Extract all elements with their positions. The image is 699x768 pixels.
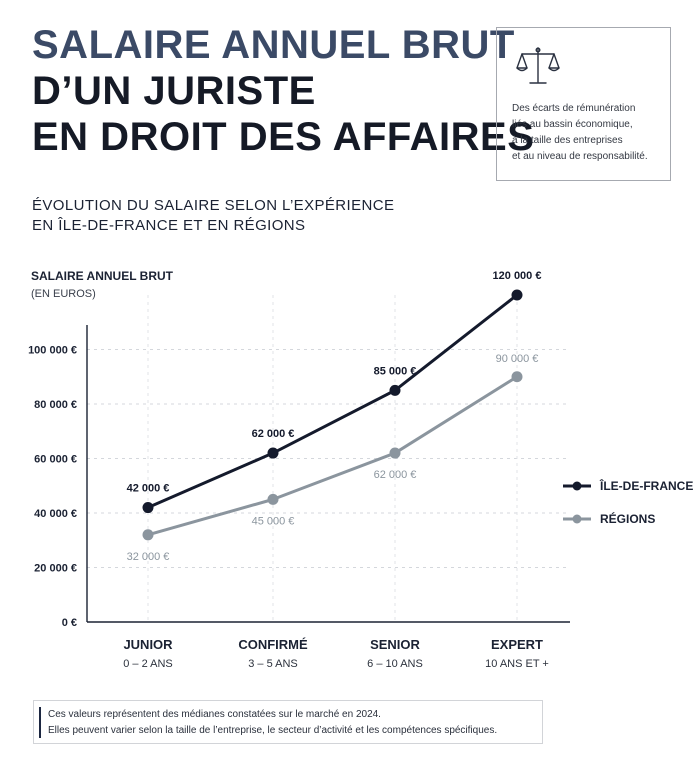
data-point — [389, 447, 401, 459]
chart-title: SALAIRE ANNUEL BRUT D’UN JURISTE EN DROI… — [32, 22, 534, 160]
footnote-line-1: Ces valeurs représentent des médianes co… — [48, 709, 381, 720]
footnote-text: Ces valeurs représentent des médianes co… — [48, 707, 497, 739]
data-point — [267, 493, 279, 505]
x-tick-label: JUNIOR — [123, 637, 173, 652]
x-tick-label: EXPERT — [491, 637, 543, 652]
info-box: Des écarts de rémunération liés au bassi… — [496, 27, 671, 181]
x-tick-sublabel: 3 – 5 ANS — [248, 658, 298, 670]
data-label: 90 000 € — [496, 353, 539, 365]
y-tick-label: 80 000 € — [34, 399, 77, 411]
y-tick-label: 0 € — [62, 617, 77, 629]
chart-subtitle: ÉVOLUTION DU SALAIRE SELON L’EXPÉRIENCE … — [32, 196, 394, 236]
y-tick-label: 40 000 € — [34, 508, 77, 520]
data-label: 120 000 € — [493, 270, 542, 282]
scales-of-justice-icon — [516, 47, 560, 84]
data-point — [511, 371, 523, 383]
data-point — [267, 447, 279, 459]
title-line-1: SALAIRE ANNUEL BRUT — [32, 23, 515, 67]
footnote-line-2: Elles peuvent varier selon la taille de … — [48, 725, 498, 736]
x-tick-sublabel: 6 – 10 ANS — [367, 658, 423, 670]
y-tick-label: 60 000 € — [34, 454, 77, 466]
footnote-accent-bar — [39, 707, 41, 738]
info-line-2: liés au bassin économique, — [512, 119, 633, 130]
info-line-4: et au niveau de responsabilité. — [512, 151, 648, 162]
info-line-3: à la taille des entreprises — [512, 135, 623, 146]
data-point — [511, 289, 523, 301]
data-point — [389, 384, 401, 396]
y-axis-title: SALAIRE ANNUEL BRUT — [31, 269, 174, 283]
series-line — [147, 375, 518, 537]
x-tick-label: SENIOR — [370, 637, 420, 652]
legend-label: RÉGIONS — [600, 511, 655, 526]
info-text: Des écarts de rémunération liés au bassi… — [512, 101, 662, 165]
data-point — [142, 529, 154, 541]
subtitle-line-2: EN ÎLE-DE-FRANCE ET EN RÉGIONS — [32, 217, 306, 234]
y-tick-label: 100 000 € — [28, 345, 77, 357]
series-line — [147, 293, 518, 509]
info-line-1: Des écarts de rémunération — [512, 103, 636, 114]
title-line-3: EN DROIT DES AFFAIRES — [32, 115, 535, 159]
legend-marker — [572, 481, 582, 491]
data-label: 62 000 € — [252, 428, 295, 440]
y-axis-unit: (EN EUROS) — [31, 288, 96, 300]
y-tick-label: 20 000 € — [34, 563, 77, 575]
data-label: 62 000 € — [374, 469, 417, 481]
legend-label: ÎLE-DE-FRANCE — [599, 478, 693, 493]
data-point — [142, 502, 154, 514]
data-label: 85 000 € — [374, 365, 417, 377]
data-label: 45 000 € — [252, 515, 295, 527]
x-tick-sublabel: 0 – 2 ANS — [123, 658, 173, 670]
x-tick-sublabel: 10 ANS ET + — [485, 658, 549, 670]
legend-marker — [572, 514, 582, 524]
footnote: Ces valeurs représentent des médianes co… — [33, 700, 543, 744]
data-label: 32 000 € — [127, 551, 170, 563]
subtitle-line-1: ÉVOLUTION DU SALAIRE SELON L’EXPÉRIENCE — [32, 197, 395, 214]
x-tick-label: CONFIRMÉ — [238, 637, 308, 652]
title-line-2: D’UN JURISTE — [32, 69, 316, 113]
salary-line-chart: SALAIRE ANNUEL BRUT (EN EUROS) 0 € 20 000 €… — [28, 269, 693, 670]
data-label: 42 000 € — [127, 483, 170, 495]
